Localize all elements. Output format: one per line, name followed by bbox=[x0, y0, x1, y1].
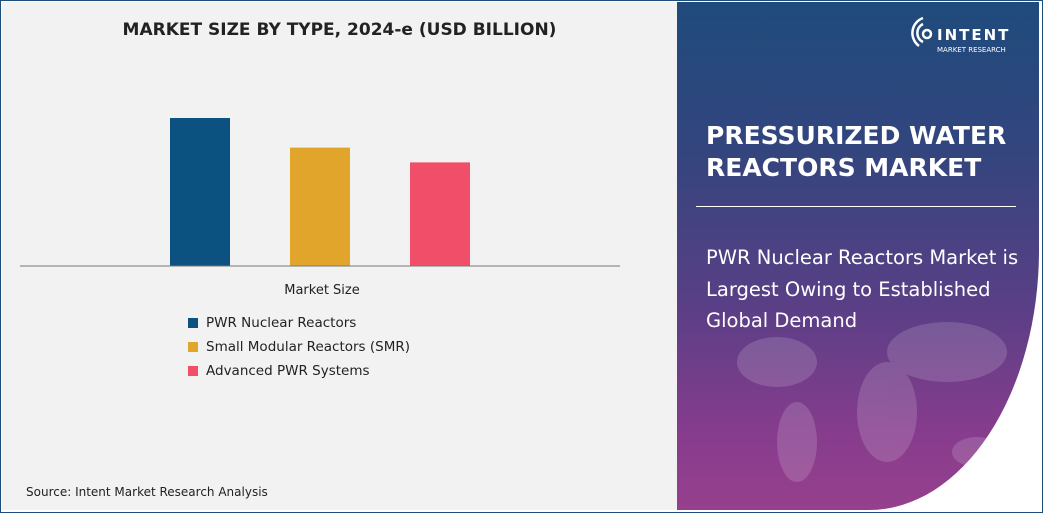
legend-swatch bbox=[188, 318, 198, 328]
world-map-icon bbox=[737, 322, 1007, 482]
legend-label: PWR Nuclear Reactors bbox=[206, 315, 357, 331]
brand-logo: INTENT MARKET RESEARCH bbox=[909, 14, 1019, 58]
legend-swatch bbox=[188, 366, 198, 376]
chart-panel: MARKET SIZE BY TYPE, 2024-e (USD BILLION… bbox=[2, 2, 677, 510]
panel-subtitle: PWR Nuclear Reactors Market is Largest O… bbox=[706, 246, 1019, 332]
signal-icon bbox=[911, 16, 933, 48]
x-axis-label: Market Size bbox=[284, 283, 360, 298]
legend-label: Advanced PWR Systems bbox=[206, 363, 370, 379]
bar bbox=[170, 118, 230, 266]
bar bbox=[290, 147, 350, 266]
logo-text: INTENT bbox=[937, 26, 1011, 44]
legend-item: Small Modular Reactors (SMR) bbox=[188, 339, 410, 355]
chart-title: MARKET SIZE BY TYPE, 2024-e (USD BILLION… bbox=[122, 20, 557, 40]
bar bbox=[410, 162, 470, 266]
legend-item: Advanced PWR Systems bbox=[188, 363, 370, 379]
legend-swatch bbox=[188, 342, 198, 352]
source-note: Source: Intent Market Research Analysis bbox=[26, 485, 268, 499]
info-panel: INTENT MARKET RESEARCH PRESSURIZED WATER… bbox=[677, 2, 1039, 510]
bar-chart bbox=[20, 118, 620, 267]
panel-title: PRESSURIZED WATER REACTORS MARKET bbox=[706, 121, 1007, 182]
legend-item: PWR Nuclear Reactors bbox=[188, 315, 356, 331]
legend-label: Small Modular Reactors (SMR) bbox=[206, 339, 411, 355]
logo-subtext: MARKET RESEARCH bbox=[937, 46, 1006, 54]
divider bbox=[696, 206, 1016, 207]
